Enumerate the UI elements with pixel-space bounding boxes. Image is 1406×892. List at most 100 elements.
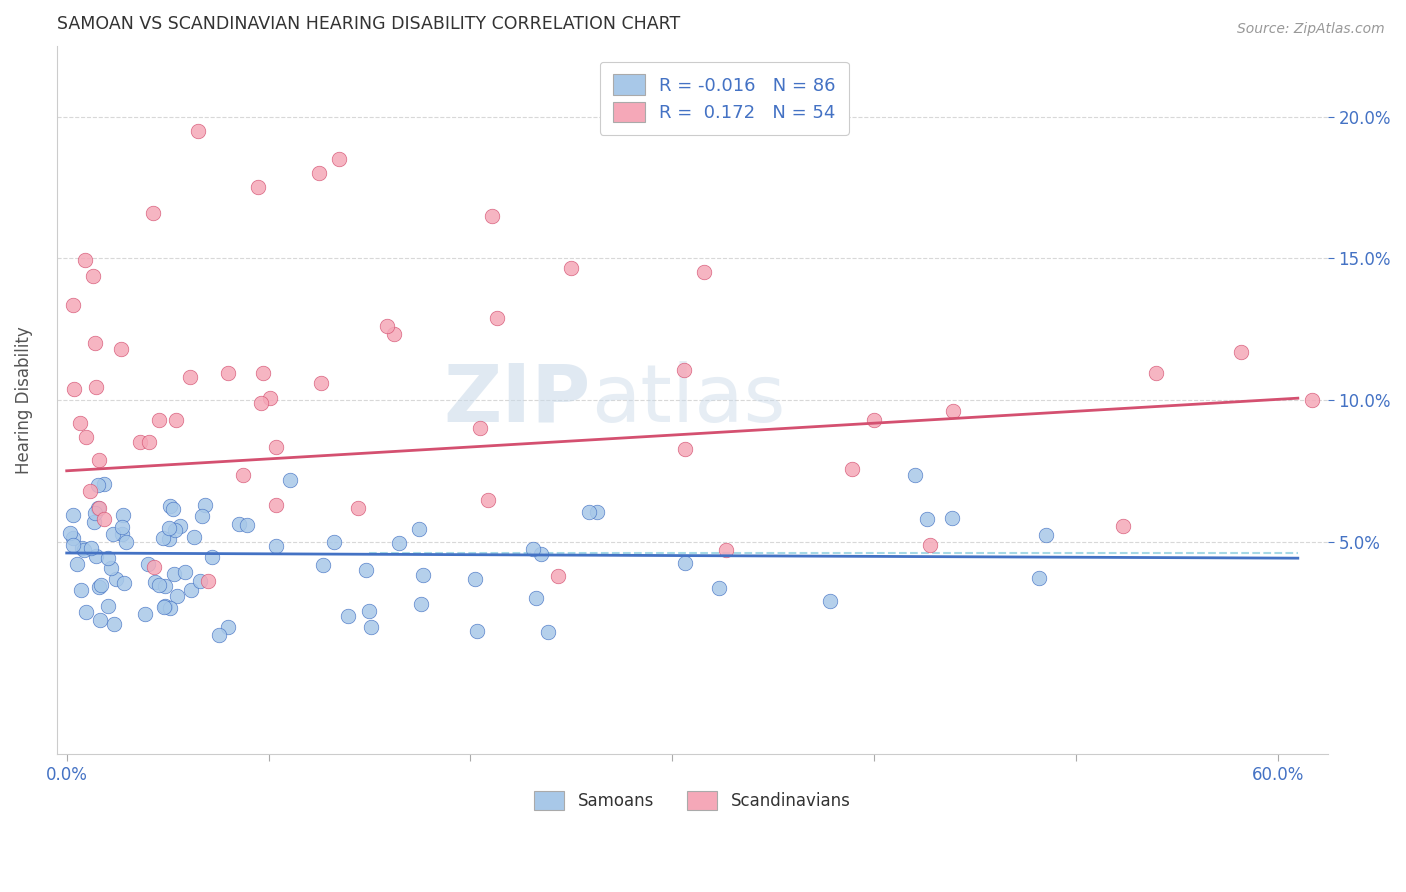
Point bbox=[194, 498, 217, 512]
Point bbox=[84, 380, 107, 394]
Point bbox=[174, 566, 197, 580]
Point bbox=[110, 343, 132, 357]
Point bbox=[83, 515, 105, 529]
Point bbox=[707, 582, 730, 596]
Point bbox=[560, 260, 582, 275]
Point bbox=[1230, 345, 1253, 359]
Point bbox=[111, 526, 134, 541]
Point bbox=[134, 607, 156, 622]
Legend: Samoans, Scandinavians: Samoans, Scandinavians bbox=[527, 784, 858, 817]
Point bbox=[136, 557, 159, 571]
Point bbox=[157, 532, 180, 546]
Point bbox=[259, 391, 281, 405]
Point bbox=[409, 597, 432, 611]
Point bbox=[143, 574, 166, 589]
Point bbox=[530, 548, 553, 562]
Point bbox=[217, 620, 239, 634]
Point bbox=[62, 531, 84, 545]
Text: atlas: atlas bbox=[591, 361, 785, 439]
Point bbox=[79, 484, 101, 499]
Point bbox=[70, 583, 93, 598]
Point bbox=[280, 473, 302, 487]
Point bbox=[75, 253, 97, 268]
Point bbox=[65, 557, 87, 571]
Point bbox=[153, 599, 176, 613]
Point bbox=[547, 568, 569, 582]
Point bbox=[63, 383, 86, 397]
Point bbox=[382, 326, 405, 341]
Point bbox=[142, 206, 165, 220]
Point bbox=[578, 505, 600, 519]
Point bbox=[585, 505, 607, 519]
Point bbox=[83, 336, 105, 351]
Point bbox=[312, 558, 335, 573]
Point bbox=[228, 516, 250, 531]
Point bbox=[693, 265, 716, 279]
Text: SAMOAN VS SCANDINAVIAN HEARING DISABILITY CORRELATION CHART: SAMOAN VS SCANDINAVIAN HEARING DISABILIT… bbox=[56, 15, 681, 33]
Point bbox=[524, 591, 547, 605]
Point bbox=[159, 499, 181, 513]
Point bbox=[70, 541, 93, 555]
Point bbox=[97, 599, 120, 614]
Point bbox=[357, 604, 380, 618]
Point bbox=[103, 617, 125, 632]
Point bbox=[323, 535, 346, 549]
Point bbox=[179, 369, 201, 384]
Point bbox=[87, 478, 110, 492]
Point bbox=[93, 476, 115, 491]
Point bbox=[162, 567, 184, 582]
Point bbox=[87, 501, 110, 516]
Point bbox=[309, 376, 332, 391]
Point bbox=[59, 526, 82, 541]
Point bbox=[920, 538, 942, 552]
Point bbox=[169, 518, 191, 533]
Point bbox=[84, 549, 107, 563]
Point bbox=[165, 524, 187, 538]
Point bbox=[250, 396, 273, 410]
Point bbox=[264, 440, 287, 454]
Point bbox=[247, 180, 270, 194]
Point bbox=[915, 512, 938, 526]
Point bbox=[672, 363, 695, 377]
Point bbox=[477, 492, 499, 507]
Point bbox=[465, 624, 488, 638]
Point bbox=[138, 435, 160, 450]
Point bbox=[354, 563, 377, 577]
Point bbox=[187, 124, 209, 138]
Point bbox=[82, 269, 104, 284]
Point bbox=[180, 583, 202, 598]
Point bbox=[217, 366, 239, 380]
Point bbox=[1035, 528, 1057, 542]
Point bbox=[115, 535, 138, 549]
Text: Source: ZipAtlas.com: Source: ZipAtlas.com bbox=[1237, 22, 1385, 37]
Point bbox=[128, 435, 150, 450]
Point bbox=[208, 628, 231, 642]
Point bbox=[941, 511, 963, 525]
Point bbox=[308, 166, 330, 180]
Point bbox=[87, 500, 110, 515]
Point bbox=[153, 579, 176, 593]
Point bbox=[818, 593, 841, 607]
Point bbox=[62, 508, 84, 522]
Point bbox=[69, 416, 91, 430]
Point bbox=[87, 453, 110, 467]
Point bbox=[197, 574, 219, 588]
Point bbox=[97, 551, 120, 566]
Point bbox=[165, 413, 187, 427]
Point bbox=[112, 508, 135, 522]
Point bbox=[360, 620, 382, 634]
Point bbox=[89, 580, 111, 594]
Point bbox=[673, 556, 696, 570]
Point bbox=[112, 576, 135, 591]
Point bbox=[62, 538, 84, 552]
Y-axis label: Hearing Disability: Hearing Disability bbox=[15, 326, 32, 474]
Point bbox=[537, 625, 560, 640]
Point bbox=[143, 560, 166, 574]
Point bbox=[75, 430, 97, 444]
Point bbox=[93, 512, 115, 526]
Point bbox=[183, 530, 205, 544]
Point bbox=[1028, 570, 1050, 584]
Point bbox=[481, 210, 503, 224]
Point bbox=[388, 536, 411, 550]
Point bbox=[111, 520, 134, 534]
